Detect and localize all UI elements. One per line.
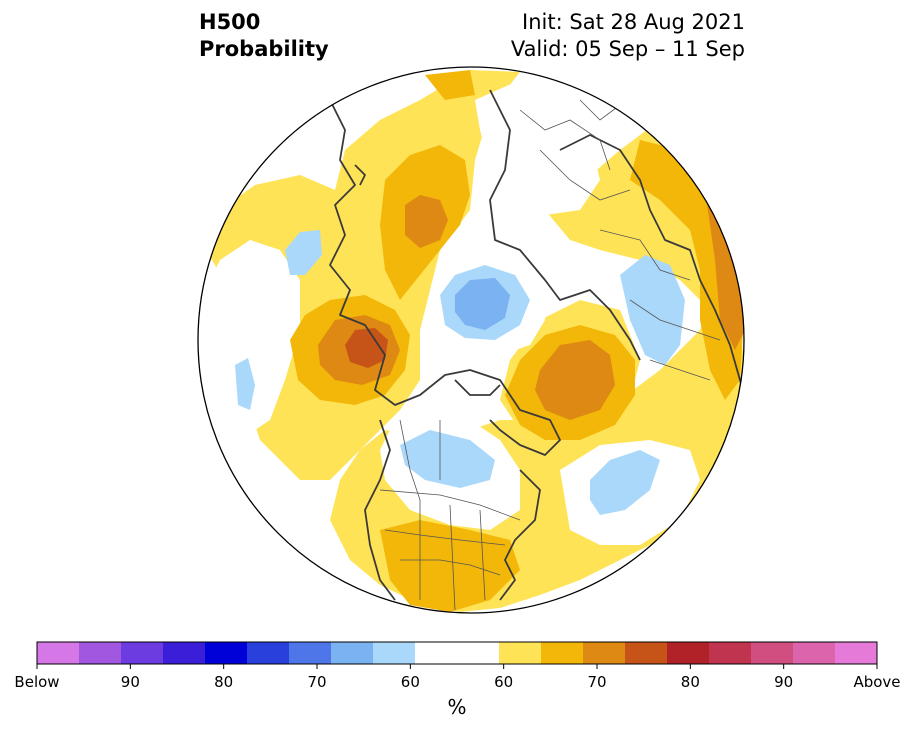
colorbar-tick-label: 80 — [214, 673, 234, 691]
colorbar-cell — [331, 642, 374, 664]
colorbar-tick-label: 60 — [400, 673, 420, 691]
colorbar-cell — [751, 642, 794, 664]
colorbar-tick-label: 70 — [587, 673, 607, 691]
prob-above-70 — [345, 328, 388, 368]
init-date: Init: Sat 28 Aug 2021 — [522, 10, 745, 34]
valid-date: Valid: 05 Sep – 11 Sep — [510, 37, 745, 61]
colorbar-cell — [205, 642, 248, 664]
prob-below-60 — [455, 278, 510, 330]
coastlines — [329, 89, 744, 601]
colorbar-cell — [709, 642, 752, 664]
colorbar-cell — [793, 642, 836, 664]
colorbar — [36, 641, 878, 669]
colorbar-cell — [499, 642, 542, 664]
map-title: H500 Probability — [199, 9, 329, 63]
colorbar-cell — [457, 642, 500, 664]
colorbar-ticks — [36, 664, 878, 669]
colorbar-cells — [37, 642, 878, 664]
colorbar-tick-label: 80 — [680, 673, 700, 691]
probability-map — [197, 66, 745, 614]
colorbar-cell — [247, 642, 290, 664]
colorbar-tick-label: 90 — [774, 673, 794, 691]
colorbar-tick-label: 70 — [307, 673, 327, 691]
colorbar-cell — [79, 642, 122, 664]
colorbar-cell — [37, 642, 80, 664]
colorbar-cell — [835, 642, 878, 664]
colorbar-cell — [415, 642, 458, 664]
title-type: Probability — [199, 37, 329, 61]
colorbar-cell — [625, 642, 668, 664]
colorbar-cell — [583, 642, 626, 664]
colorbar-cell — [289, 642, 332, 664]
colorbar-cell — [121, 642, 164, 664]
colorbar-tick-label: Above — [853, 673, 901, 691]
colorbar-tick-label: Below — [14, 673, 60, 691]
colorbar-cell — [667, 642, 710, 664]
colorbar-cell — [541, 642, 584, 664]
colorbar-unit: % — [447, 695, 467, 719]
colorbar-tick-label: 60 — [494, 673, 514, 691]
borders — [379, 99, 721, 611]
title-variable: H500 — [199, 10, 261, 34]
colorbar-frame — [36, 641, 878, 665]
colorbar-tick-label: 90 — [120, 673, 140, 691]
map-dates: Init: Sat 28 Aug 2021 Valid: 05 Sep – 11… — [511, 9, 745, 63]
map-boundary — [197, 66, 745, 614]
colorbar-cell — [163, 642, 206, 664]
colorbar-cell — [373, 642, 416, 664]
